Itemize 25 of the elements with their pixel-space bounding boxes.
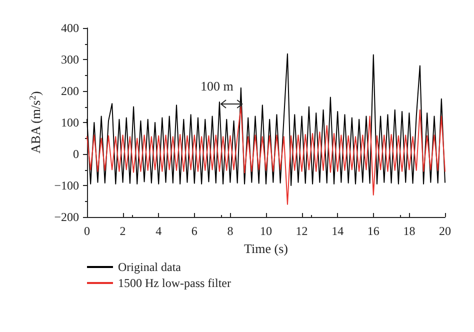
line-series: [86, 106, 446, 205]
x-tick-label: 2: [120, 224, 126, 238]
x-tick-label: 0: [84, 224, 90, 238]
x-tick-label: 16: [367, 224, 380, 238]
legend-label: 1500 Hz low-pass filter: [118, 276, 231, 290]
x-tick-label: 4: [156, 224, 162, 238]
line-series: [86, 53, 446, 186]
y-tick-label: 200: [61, 84, 79, 98]
y-tick-label: 100: [61, 116, 79, 130]
x-tick-label: 10: [260, 224, 272, 238]
y-tick-label: 0: [73, 147, 79, 161]
x-tick-label: 6: [191, 224, 198, 238]
x-tick-label: 14: [332, 224, 344, 238]
y-tick-label: 300: [61, 52, 79, 66]
annotation: 100 m: [200, 78, 234, 94]
y-tick-label: −200: [54, 210, 79, 224]
x-tick-label: 12: [296, 224, 308, 238]
y-tick-label: −100: [54, 178, 79, 192]
y-tick-label: 400: [61, 21, 79, 35]
x-tick-label: 20: [439, 224, 451, 238]
x-tick-label: 18: [403, 224, 416, 238]
x-tick-label: 8: [227, 224, 234, 238]
y-axis-title: ABA (m/s2): [28, 91, 43, 154]
legend-label: Original data: [118, 260, 182, 274]
x-axis-title: Time (s): [244, 240, 288, 256]
